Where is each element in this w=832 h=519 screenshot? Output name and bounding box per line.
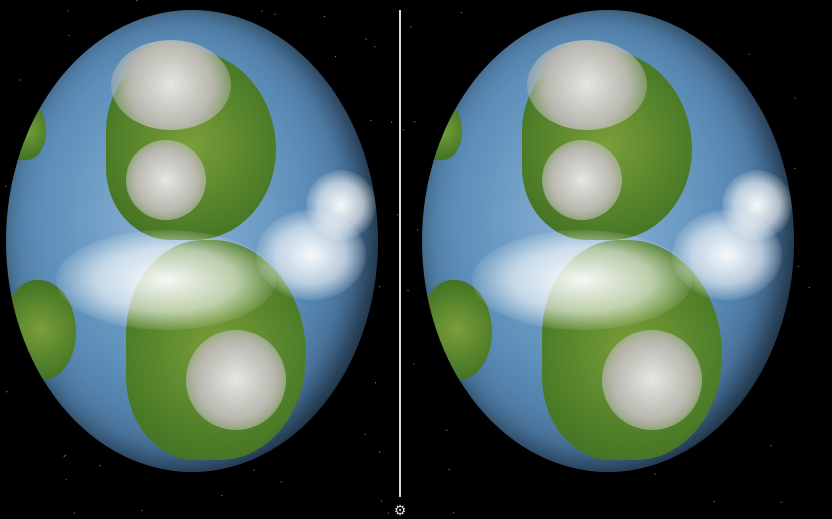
star: [808, 286, 810, 289]
star: [374, 46, 376, 48]
stereo-divider: [399, 10, 401, 497]
star: [414, 121, 416, 123]
planet-globe: [422, 10, 794, 472]
star: [713, 501, 715, 503]
star: [63, 455, 65, 457]
star: [6, 391, 8, 393]
star: [141, 509, 143, 512]
star: [379, 451, 381, 453]
star: [380, 500, 383, 502]
star: [387, 512, 390, 514]
star: [780, 501, 782, 504]
star: [407, 289, 409, 292]
star: [448, 468, 450, 470]
star: [446, 429, 448, 431]
right-eye-view: [402, 0, 795, 518]
star: [794, 167, 796, 169]
star: [221, 494, 223, 497]
star: [413, 363, 415, 365]
star: [323, 15, 326, 18]
star: [19, 79, 21, 81]
star: [378, 286, 381, 288]
star: [794, 97, 796, 99]
star: [770, 445, 772, 447]
star: [460, 11, 462, 14]
star: [253, 469, 255, 471]
star: [261, 10, 263, 12]
star: [335, 55, 337, 58]
star: [374, 382, 377, 384]
star: [417, 229, 419, 231]
star: [391, 121, 393, 123]
star: [99, 465, 101, 467]
star: [365, 38, 367, 40]
star: [364, 433, 366, 435]
star: [654, 473, 656, 475]
left-eye-view: [0, 0, 398, 518]
star: [136, 0, 138, 2]
star: [5, 185, 7, 187]
star: [452, 512, 455, 514]
star: [64, 454, 66, 456]
gear-icon[interactable]: ⚙: [393, 503, 407, 519]
planet-globe: [6, 10, 378, 472]
star: [402, 129, 404, 131]
star: [274, 13, 276, 15]
star: [280, 481, 282, 483]
star: [397, 214, 399, 216]
star: [67, 10, 69, 12]
star: [68, 34, 70, 37]
star: [73, 512, 76, 514]
star: [748, 53, 750, 55]
star: [797, 265, 799, 268]
star: [410, 26, 412, 28]
star: [370, 119, 372, 122]
star: [65, 479, 67, 481]
